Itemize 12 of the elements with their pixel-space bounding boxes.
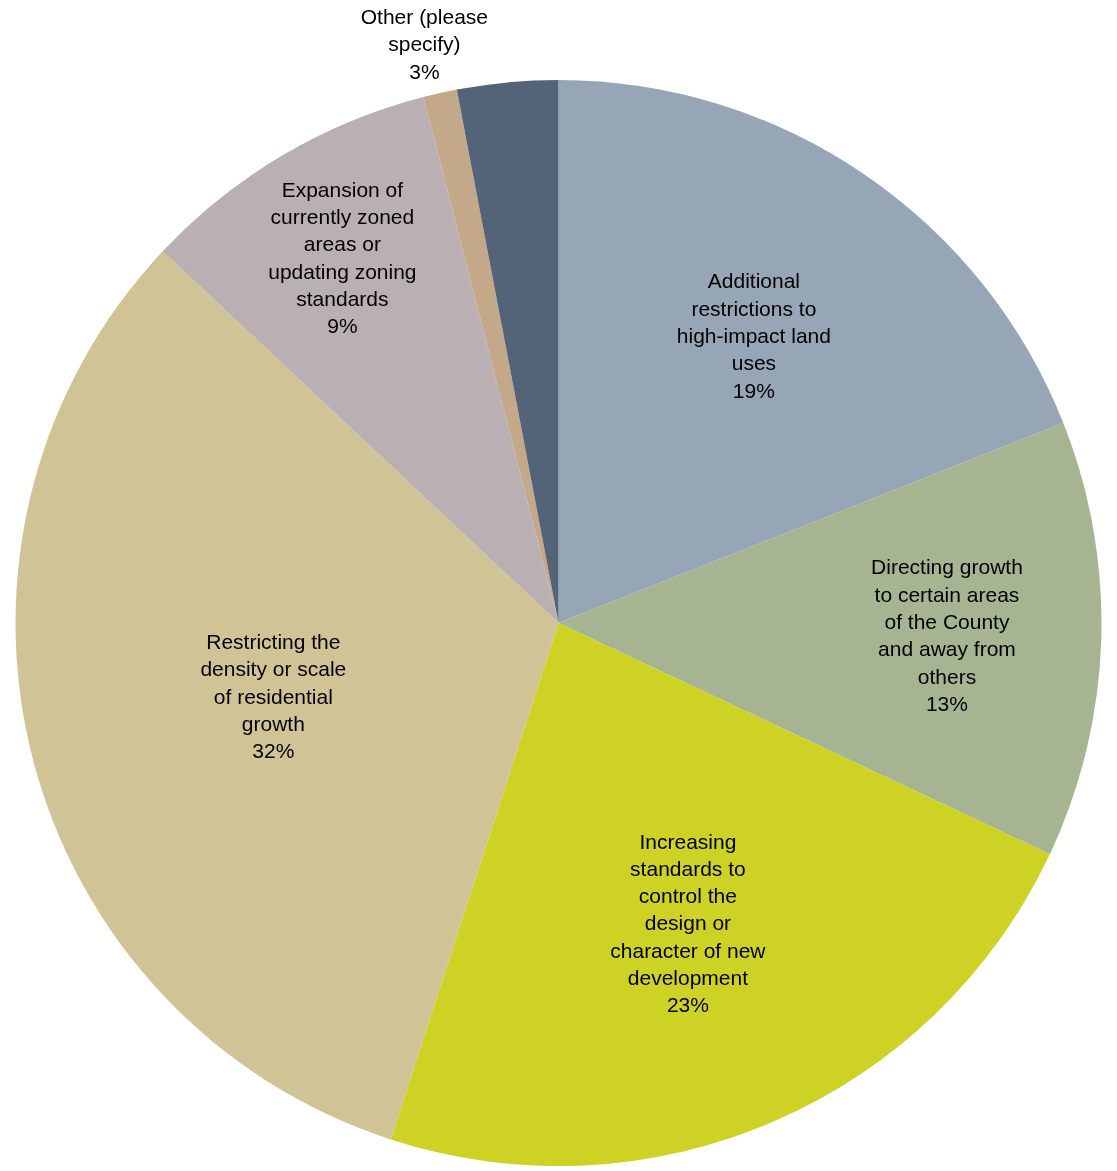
slice-label: Expansion of currently zoned areas or updating zoning standards (268, 177, 417, 311)
slice-label: Additional restrictions to high-impact land uses (676, 269, 831, 375)
slice-label: Increasing standards to control the design or character of new development (610, 829, 767, 990)
data-label: 3% (409, 59, 440, 83)
data-label: 32% (252, 739, 295, 763)
data-label: 23% (666, 993, 709, 1017)
slice-label: Directing growth to certain areas of the County and away from others (871, 555, 1023, 688)
slice-label: Other (please specify) (360, 5, 488, 56)
slice-label: Restricting the density or scale of residential growth (200, 630, 347, 736)
data-label: 9% (327, 314, 358, 338)
data-label: 19% (732, 378, 775, 402)
data-label: 13% (925, 691, 968, 715)
